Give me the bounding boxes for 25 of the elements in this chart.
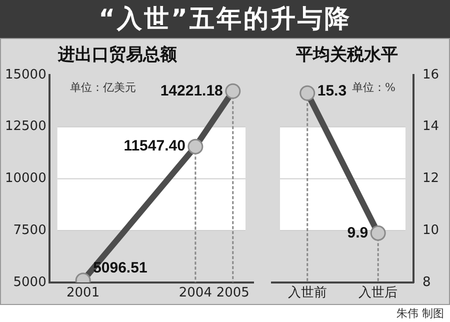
y-tick-label: 10000 <box>4 171 46 186</box>
x-tick-label: 入世后 <box>358 286 398 301</box>
data-label: 11547.40 <box>124 138 186 155</box>
y-tick-label: 12500 <box>4 119 46 134</box>
y-tick-label: 5000 <box>13 274 46 290</box>
y2-tick-label: 16 <box>422 67 440 82</box>
chart-title: 平均关税水平 <box>296 44 398 66</box>
x-tick-label: 2005 <box>216 286 250 301</box>
annotation: 单位：% <box>352 80 396 95</box>
annotation: 单位：亿美元 <box>70 80 136 95</box>
y2-tick-label: 14 <box>422 119 440 134</box>
text: 朱伟 制图 <box>396 306 444 321</box>
y-tick-label: 7500 <box>13 222 46 238</box>
x-tick-label: 2001 <box>66 286 100 301</box>
data-label: 15.3 <box>317 82 347 100</box>
chart-subtitle: 进出口贸易总额 <box>58 44 177 66</box>
y2-tick-label: 12 <box>422 171 440 186</box>
y2-tick-label: 8 <box>422 274 431 290</box>
y-tick-label: 15000 <box>4 67 46 82</box>
y2-tick-label: 10 <box>422 222 440 238</box>
x-tick-label: 2004 <box>178 286 212 301</box>
data-label: 14221.18 <box>160 82 223 100</box>
data-label: 9.9 <box>347 224 368 242</box>
x-tick-label: 入世前 <box>288 286 327 301</box>
chart-title: “入世”五年的升与降 <box>0 0 450 38</box>
